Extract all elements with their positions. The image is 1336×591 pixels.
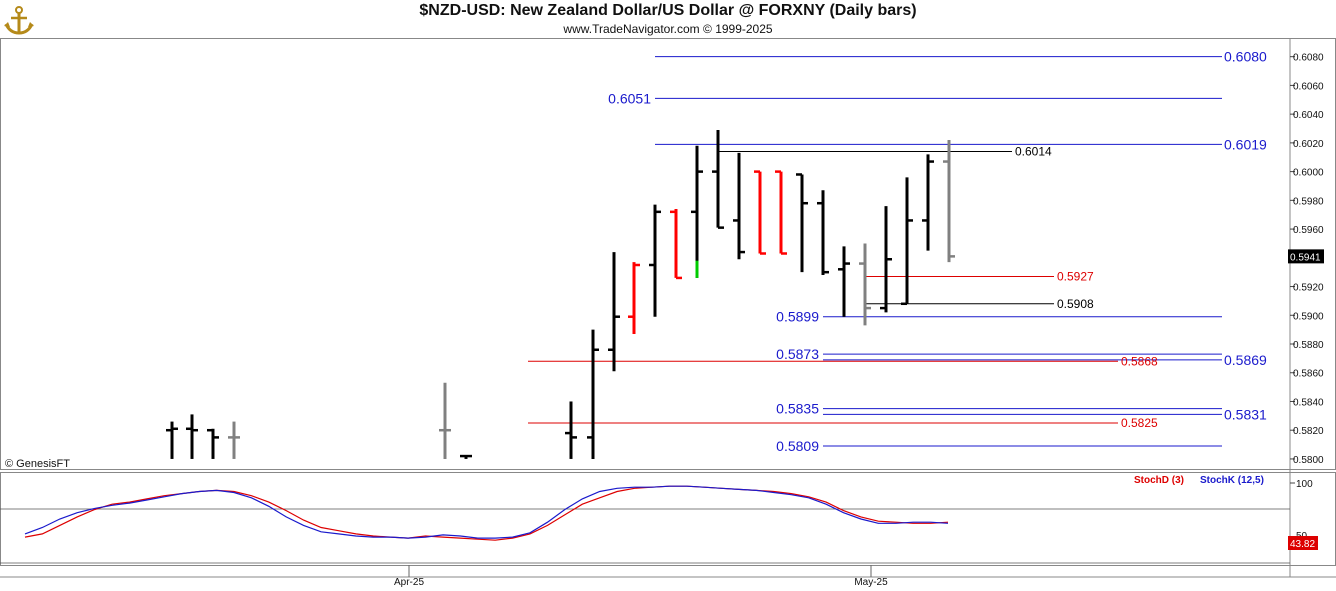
blue-level-label: 0.5873	[776, 346, 819, 362]
stoch-k-legend: StochK (12,5)	[1200, 475, 1264, 486]
ohlc-bar	[691, 145, 703, 278]
blue-level-label: 0.6019	[1224, 136, 1267, 152]
x-axis: Apr-25 May-25	[394, 565, 888, 588]
stoch-last-label: 43.82	[1290, 539, 1315, 550]
ohlc-bar	[628, 262, 640, 334]
ohlc-bar	[649, 204, 661, 317]
x-tick-label: Apr-25	[394, 577, 424, 588]
blue-level-label: 0.6080	[1224, 49, 1267, 65]
stoch-d-line	[24, 485, 949, 541]
last-price-box	[1288, 249, 1324, 264]
y-tick-label: 0.5920	[1293, 283, 1324, 294]
ohlc-bar	[754, 170, 766, 255]
ohlc-bar	[228, 421, 240, 459]
ohlc-bar	[207, 428, 219, 459]
black-level-label: 0.5908	[1057, 297, 1094, 311]
blue-level-label: 0.5835	[776, 401, 819, 417]
ohlc-bar	[460, 454, 472, 459]
ohlc-bar	[901, 177, 913, 306]
y-axis: 0.6080 0.6060 0.6040 0.6020 0.6000 0.5980 0.59…	[1288, 53, 1324, 466]
stoch-last-box	[1288, 536, 1318, 550]
ohlc-bar	[880, 206, 892, 313]
y-tick-label: 0.5900	[1293, 311, 1324, 322]
ohlc-bar	[186, 414, 198, 459]
ohlc-bar	[608, 252, 620, 372]
y-tick-label: 0.5860	[1293, 369, 1324, 380]
stoch-k-line	[24, 485, 949, 539]
y-tick-label: 0.6020	[1293, 139, 1324, 150]
chart-title: $NZD-USD: New Zealand Dollar/US Dollar @…	[419, 2, 917, 19]
red-level-label: 0.5825	[1121, 416, 1158, 430]
blue-level-label: 0.5809	[776, 438, 819, 454]
price-levels: 0.6051 0.5899 0.5873 0.5835 0.5809 0.6080 0.60…	[528, 49, 1267, 454]
y-tick-label: 0.6040	[1293, 110, 1324, 121]
stochastic-panel: StochD (3)StochK (12,5)1005043.82	[24, 475, 1318, 550]
black-level-label: 0.6014	[1015, 144, 1052, 158]
ohlc-bar	[838, 246, 850, 317]
ohlc-bar	[817, 190, 829, 276]
anchor-logo-icon	[4, 6, 34, 35]
ohlc-bar	[670, 208, 682, 280]
ohlc-bar	[587, 329, 599, 459]
stoch-tick-label: 100	[1296, 479, 1313, 490]
blue-level-label: 0.6051	[608, 90, 651, 106]
ohlc-bars	[166, 129, 955, 459]
ohlc-bar	[943, 140, 955, 263]
y-tick-label: 0.5820	[1293, 426, 1324, 437]
price-panel-frame	[0, 38, 1336, 470]
x-tick-label: May-25	[854, 577, 888, 588]
y-tick-label: 0.5960	[1293, 225, 1324, 236]
y-tick-label: 0.5800	[1293, 455, 1324, 466]
chart-subtitle: www.TradeNavigator.com © 1999-2025	[563, 22, 773, 36]
watermark: © GenesisFT	[5, 458, 70, 470]
ohlc-bar	[712, 129, 724, 229]
ohlc-bar	[166, 421, 178, 459]
y-tick-label: 0.5840	[1293, 397, 1324, 408]
ohlc-bar	[775, 170, 787, 255]
ohlc-bar	[859, 243, 871, 326]
last-price-label: 0.5941	[1290, 252, 1321, 263]
chart-header: $NZD-USD: New Zealand Dollar/US Dollar @…	[0, 0, 1336, 38]
ohlc-bar	[796, 173, 808, 273]
y-tick-label: 0.5880	[1293, 340, 1324, 351]
blue-level-label: 0.5831	[1224, 406, 1267, 422]
y-tick-label: 0.6080	[1293, 53, 1324, 64]
red-level-label: 0.5868	[1121, 354, 1158, 368]
y-tick-label: 0.5980	[1293, 196, 1324, 207]
blue-level-label: 0.5899	[776, 309, 819, 325]
red-level-label: 0.5927	[1057, 269, 1094, 283]
ohlc-bar	[439, 382, 451, 459]
y-tick-label: 0.6000	[1293, 168, 1324, 179]
chart-frames	[0, 38, 1336, 578]
ohlc-bar	[565, 401, 577, 459]
stoch-d-legend: StochD (3)	[1134, 475, 1184, 486]
y-tick-label: 0.6060	[1293, 81, 1324, 92]
ohlc-bar	[733, 152, 745, 260]
ohlc-bar	[922, 154, 934, 251]
blue-level-label: 0.5869	[1224, 352, 1267, 368]
